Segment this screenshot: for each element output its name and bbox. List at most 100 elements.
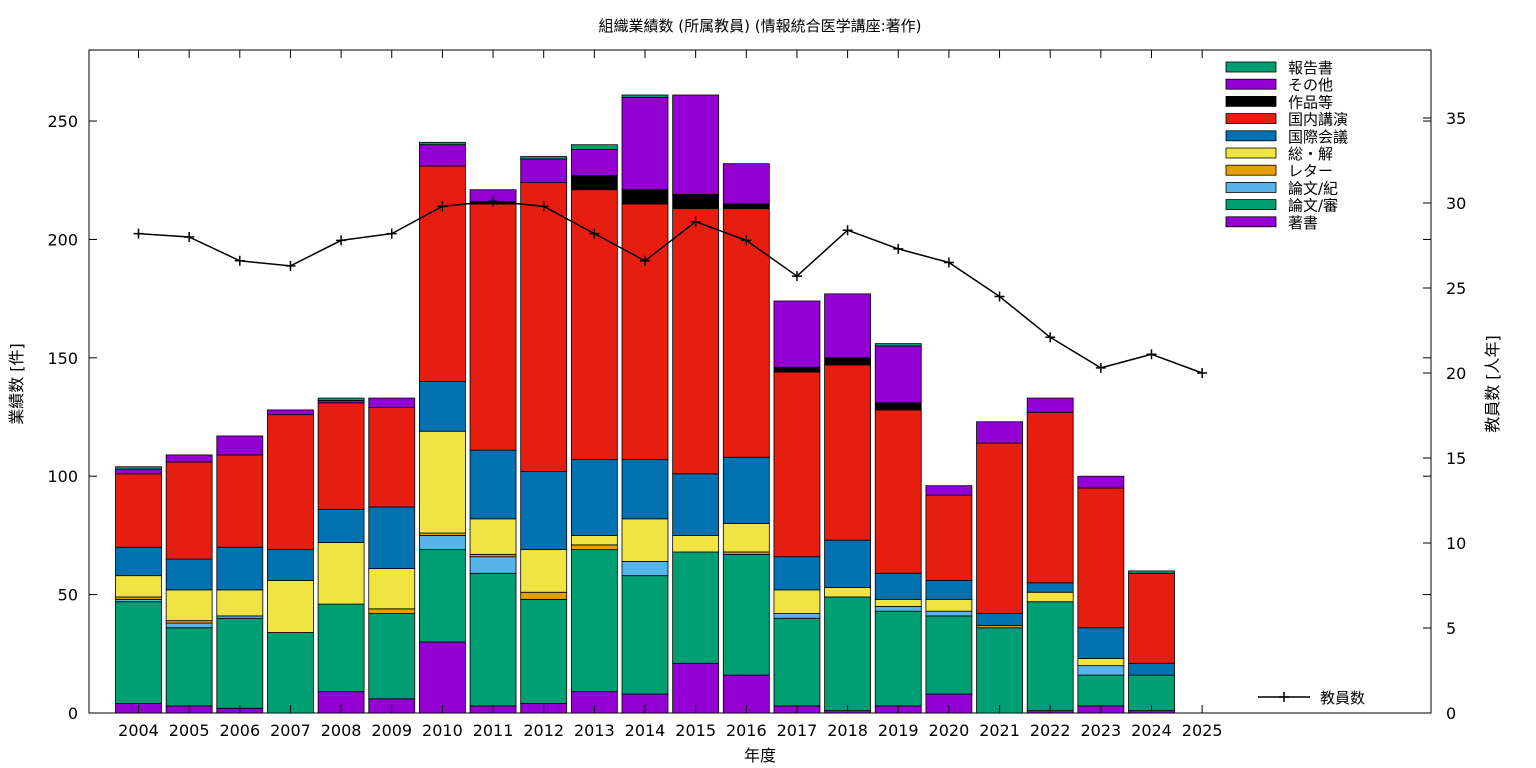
line-point-2023 [1095, 362, 1106, 373]
x-tick-label-2007: 2007 [270, 721, 311, 740]
bar-segment-2005-series-5 [165, 558, 213, 591]
x-tick-label-2018: 2018 [827, 721, 868, 740]
bar-segment-2014-series-4 [621, 518, 669, 562]
bar-segment-2013-series-8 [570, 149, 618, 176]
x-tick-label-2020: 2020 [929, 721, 970, 740]
bar-segment-2023-series-2 [1077, 665, 1125, 676]
line-point-2008 [336, 235, 347, 246]
x-tick-label-2010: 2010 [422, 721, 463, 740]
y2-tick-label-5: 25 [1446, 279, 1466, 298]
bar-segment-2012-series-5 [520, 471, 568, 551]
bar-segment-2008-series-9 [317, 397, 365, 401]
x-tick-label-2013: 2013 [574, 721, 615, 740]
bar-segment-2021-series-5 [976, 613, 1023, 626]
y2-tick-label-1: 5 [1446, 619, 1456, 638]
legend-label-1: その他 [1288, 76, 1333, 94]
y2-tick-label-0: 0 [1446, 704, 1456, 723]
legend-swatch-1 [1225, 78, 1277, 90]
bar-segment-2011-series-6 [469, 203, 517, 451]
bar-segment-2020-series-5 [925, 580, 973, 600]
bar-segment-2018-series-5 [824, 539, 871, 588]
legend-label-7: 論文/紀 [1288, 179, 1338, 197]
bar-segment-2019-series-1 [874, 610, 922, 707]
x-tick-label-2008: 2008 [321, 721, 362, 740]
bar-segment-2022-series-6 [1026, 411, 1074, 584]
bar-segment-2014-series-1 [621, 575, 669, 695]
bar-segment-2014-series-7 [621, 189, 669, 205]
x-tick-label-2025: 2025 [1182, 721, 1223, 740]
bar-segment-2018-series-1 [824, 596, 871, 712]
bar-segment-2015-series-4 [672, 535, 720, 553]
bar-segment-2005-series-6 [165, 461, 213, 560]
bar-segment-2011-series-4 [469, 518, 517, 555]
bar-segment-2010-series-8 [418, 144, 466, 167]
bar-segment-2017-series-7 [773, 366, 821, 373]
bar-segment-2022-series-4 [1026, 591, 1074, 603]
line-point-2004 [133, 228, 144, 239]
bar-segment-2014-series-8 [621, 96, 669, 191]
bar-segment-2013-series-5 [570, 459, 618, 536]
bar-segment-2015-series-5 [672, 473, 720, 536]
line-point-2005 [184, 232, 195, 242]
bar-segment-2012-series-3 [520, 591, 568, 600]
line-point-2010 [437, 201, 448, 212]
bar-segment-2019-series-8 [874, 345, 922, 404]
bar-segment-2004-series-9 [115, 466, 162, 470]
x-tick-label-2015: 2015 [675, 721, 716, 740]
bar-segment-2014-series-6 [621, 203, 669, 461]
bar-segment-2010-series-5 [418, 381, 466, 432]
line-point-2019 [893, 243, 904, 254]
y-tick-label-4: 200 [47, 230, 78, 249]
bar-segment-2014-series-2 [621, 561, 669, 577]
bar-segment-2016-series-8 [722, 163, 770, 205]
line-point-2013 [589, 228, 600, 239]
bar-segment-2006-series-8 [216, 435, 264, 456]
bar-segment-2024-series-9 [1128, 570, 1175, 574]
line-point-2014 [640, 255, 650, 266]
y2-axis-label: 教員数 [人年] [1483, 335, 1502, 433]
line-point-2025 [1197, 368, 1208, 378]
line-point-2011 [488, 196, 499, 207]
bar-segment-2008-series-1 [317, 603, 365, 693]
legend-swatch-5 [1225, 147, 1277, 159]
bar-segment-2019-series-9 [874, 343, 922, 347]
x-tick-label-2021: 2021 [979, 721, 1020, 740]
bar-segment-2007-series-8 [267, 409, 314, 416]
line-point-2024 [1146, 349, 1157, 360]
bar-segment-2007-series-5 [267, 549, 314, 581]
bar-segment-2018-series-7 [824, 357, 871, 366]
legend-line-label: 教員数 [1320, 689, 1365, 707]
legend-label-6: レター [1288, 162, 1333, 180]
bar-segment-2024-series-5 [1128, 662, 1175, 676]
bar-segment-2005-series-2 [165, 622, 213, 629]
y-tick-label-0: 0 [68, 704, 78, 723]
bar-segment-2010-series-2 [418, 535, 466, 551]
x-axis-label: 年度 [744, 746, 776, 765]
bar-segment-2009-series-6 [368, 407, 416, 508]
bar-segment-2016-series-5 [722, 456, 770, 524]
bar-segment-2022-series-1 [1026, 601, 1074, 712]
bar-segment-2015-series-7 [672, 194, 720, 210]
bar-segment-2008-series-6 [317, 402, 365, 510]
bar-segment-2007-series-4 [267, 580, 314, 633]
legend-swatch-8 [1225, 199, 1277, 211]
line-point-2012 [538, 201, 549, 212]
bar-segment-2011-series-5 [469, 449, 517, 520]
line-series-path [138, 200, 1203, 374]
bar-segment-2009-series-5 [368, 506, 416, 569]
line-point-2022 [1045, 332, 1056, 343]
bar-segment-2017-series-8 [773, 300, 821, 368]
legend-label-4: 国際会議 [1288, 128, 1348, 146]
bar-segment-2016-series-1 [722, 553, 770, 676]
bar-segment-2018-series-6 [824, 364, 871, 541]
bar-segment-2023-series-6 [1077, 487, 1125, 629]
bar-segment-2009-series-1 [368, 613, 416, 700]
x-tick-label-2019: 2019 [878, 721, 919, 740]
bar-segment-2013-series-9 [570, 144, 618, 150]
y-tick-label-1: 50 [58, 586, 78, 605]
bar-segment-2004-series-4 [115, 575, 162, 598]
legend-swatch-9 [1225, 216, 1277, 228]
x-tick-label-2016: 2016 [726, 721, 767, 740]
bar-segment-2004-series-8 [115, 468, 162, 475]
legend-label-8: 論文/審 [1288, 197, 1338, 215]
